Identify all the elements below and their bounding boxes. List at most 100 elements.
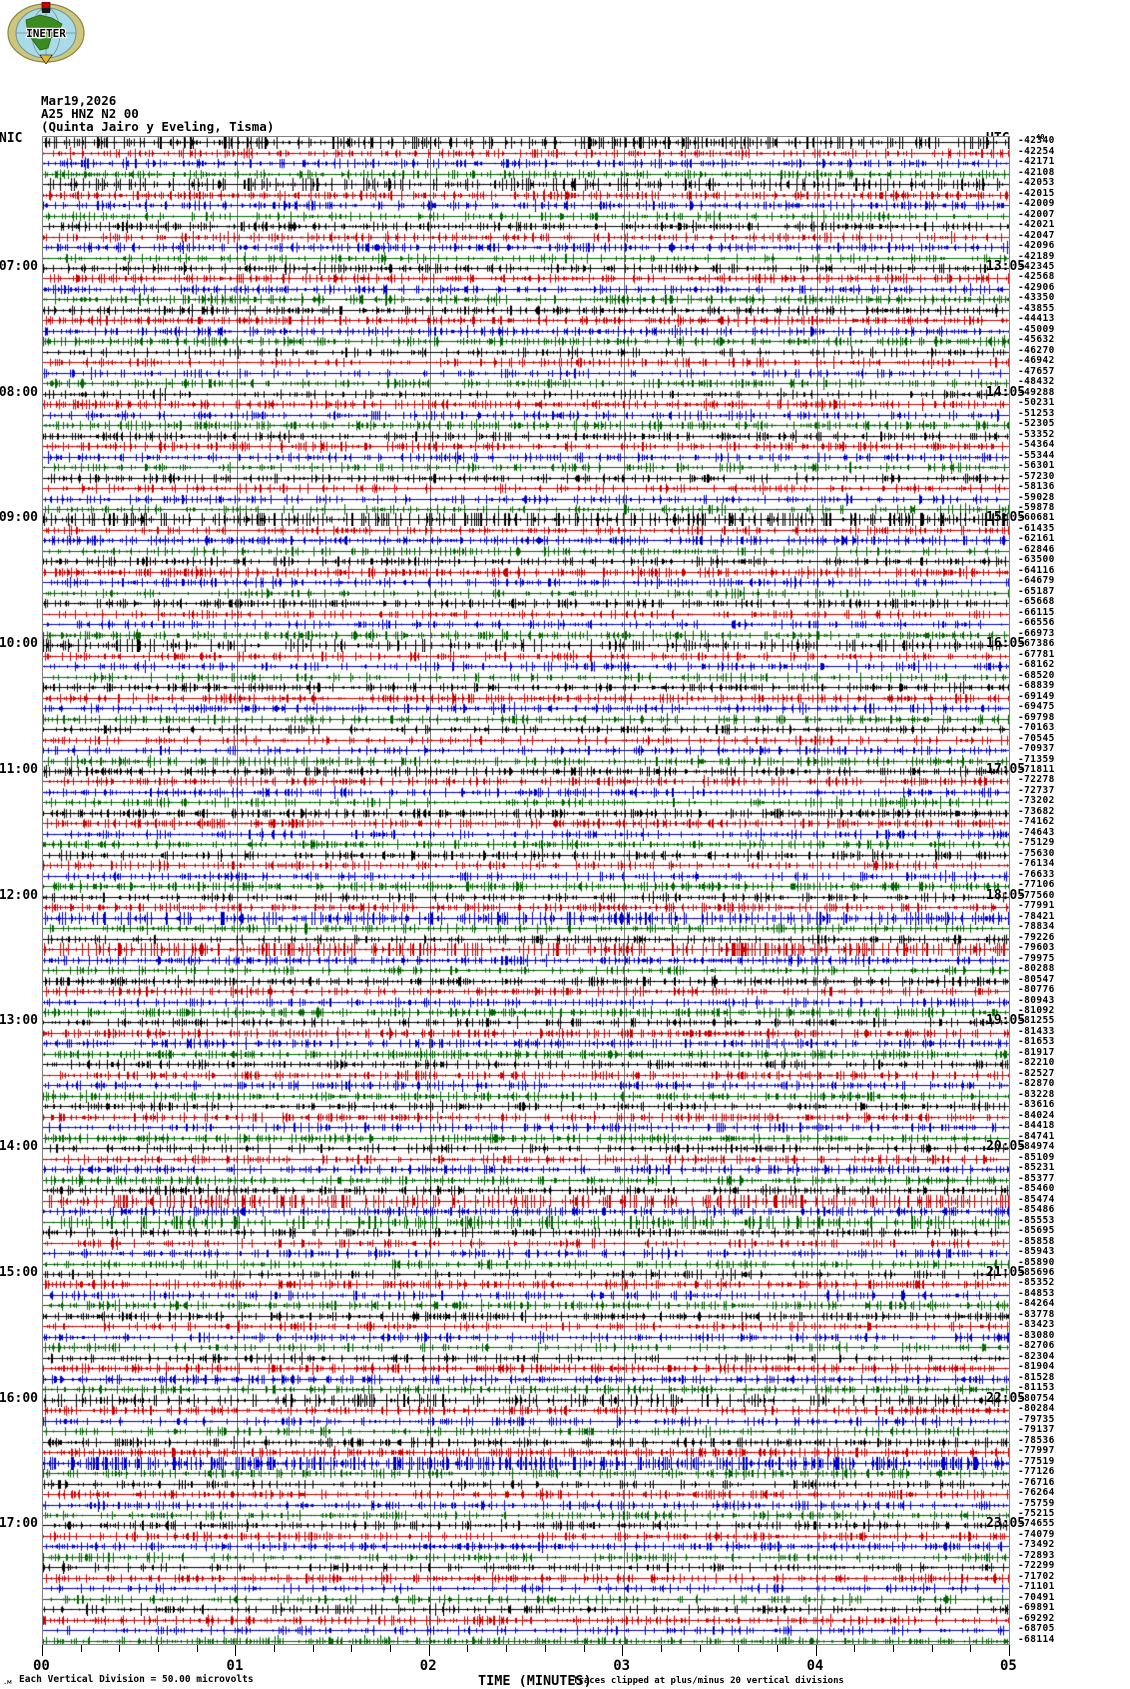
amplitude-value: -66973 [1018, 627, 1055, 639]
x-axis-major-tick [235, 1645, 236, 1656]
amplitude-value: -85695 [1018, 1225, 1055, 1237]
trace-row [43, 669, 1009, 684]
trace-row [43, 208, 1009, 223]
amplitude-value: -46942 [1018, 355, 1055, 367]
x-axis-minor-tick [932, 1645, 933, 1652]
trace-row [43, 910, 1009, 925]
amplitude-value: -71359 [1018, 753, 1055, 765]
amplitude-value: -74643 [1018, 826, 1055, 838]
trace-row [43, 1403, 1009, 1418]
trace-row [43, 879, 1009, 894]
amplitude-value: -69149 [1018, 690, 1055, 702]
trace-row [43, 1508, 1009, 1522]
amplitude-value: -42254 [1018, 145, 1055, 157]
amplitude-value: -44413 [1018, 313, 1055, 325]
trace-row [43, 418, 1009, 433]
trace-row [43, 1025, 1009, 1040]
amplitude-value: -71702 [1018, 1570, 1055, 1582]
trace-row [43, 1445, 1009, 1460]
amplitude-value: -85460 [1018, 1183, 1055, 1195]
amplitude-value: -69891 [1018, 1602, 1055, 1614]
trace-row [43, 1371, 1009, 1386]
amplitude-value: -74655 [1018, 1518, 1055, 1530]
trace-row [43, 1602, 1009, 1617]
x-axis-minor-tick [81, 1645, 82, 1652]
trace-row [43, 376, 1009, 391]
amplitude-value: -82706 [1018, 1340, 1055, 1352]
amplitude-value: -68705 [1018, 1623, 1055, 1635]
trace-row [43, 627, 1009, 642]
amplitude-value: -83778 [1018, 1308, 1055, 1320]
x-axis-minor-tick [545, 1645, 546, 1652]
trace-row [43, 481, 1009, 496]
trace-row [43, 250, 1009, 265]
amplitude-value: -79603 [1018, 942, 1055, 954]
hour-label-right-1505: 15:05 [986, 510, 1026, 526]
amplitude-value: -76264 [1018, 1487, 1055, 1499]
amplitude-value: -74162 [1018, 816, 1055, 828]
trace-row [43, 732, 1009, 747]
tiny-mark: .м [3, 1678, 12, 1686]
amplitude-value: -52305 [1018, 418, 1055, 430]
trace-row [43, 1633, 1009, 1644]
trace-row [43, 1340, 1009, 1355]
amplitude-value: -70163 [1018, 722, 1055, 734]
hour-label-left-1600: 16:00 [0, 1390, 38, 1406]
trace-row [43, 1266, 1009, 1281]
amplitude-value: -79735 [1018, 1413, 1055, 1425]
amplitude-value: -78834 [1018, 921, 1055, 933]
trace-row [43, 1518, 1009, 1533]
scale-note: Each Vertical Division = 50.00 microvolt… [19, 1674, 254, 1685]
trace-row [43, 1277, 1009, 1292]
hour-label-left-0800: 08:00 [0, 384, 38, 400]
trace-row [43, 638, 1009, 653]
trace-row [43, 1057, 1009, 1072]
trace-row [43, 1099, 1009, 1114]
trace-row [43, 1549, 1009, 1564]
svg-text:INETER: INETER [26, 27, 66, 40]
amplitude-value: -43855 [1018, 302, 1055, 314]
trace-row [43, 564, 1009, 579]
amplitude-value: -51253 [1018, 407, 1055, 419]
amplitude-value: -77997 [1018, 1445, 1055, 1457]
hour-label-left-1700: 17:00 [0, 1516, 38, 1532]
hour-label-right-1605: 16:05 [986, 636, 1026, 652]
amplitude-value: -78421 [1018, 910, 1055, 922]
left-timezone-label: NIC [0, 131, 23, 146]
trace-row [43, 198, 1009, 213]
ineter-logo: INETER [4, 1, 88, 65]
amplitude-value: -82304 [1018, 1350, 1055, 1362]
amplitude-value: -56301 [1018, 460, 1055, 472]
amplitude-value: -45009 [1018, 323, 1055, 335]
amplitude-value: -72299 [1018, 1560, 1055, 1572]
amplitude-value: -79975 [1018, 952, 1055, 964]
amplitude-value: -81904 [1018, 1361, 1055, 1373]
x-tick-label-05: 05 [1000, 1658, 1017, 1674]
amplitude-value: -61435 [1018, 522, 1055, 534]
trace-row [43, 1193, 1009, 1208]
helicorder-plot[interactable] [42, 136, 1010, 1645]
hour-label-left-1300: 13:00 [0, 1013, 38, 1029]
hour-label-left-1500: 15:00 [0, 1264, 38, 1280]
trace-row [43, 177, 1009, 192]
trace-row [43, 302, 1009, 317]
hour-label-left-1100: 11:00 [0, 761, 38, 777]
amplitude-value: -42009 [1018, 198, 1055, 210]
header-date: Mar19,2026 [41, 93, 117, 108]
trace-row [43, 1319, 1009, 1334]
amplitude-value: -60681 [1018, 512, 1055, 524]
amplitude-value: -42171 [1018, 156, 1055, 168]
amplitude-value: -79137 [1018, 1424, 1055, 1436]
trace-row [43, 711, 1009, 726]
amplitude-value: -77519 [1018, 1455, 1055, 1467]
amplitude-value: -71811 [1018, 763, 1055, 775]
trace-row [43, 984, 1009, 999]
trace-row [43, 680, 1009, 695]
amplitude-value: -76716 [1018, 1476, 1055, 1488]
trace-row [43, 690, 1009, 705]
amplitude-value: -66556 [1018, 617, 1055, 629]
amplitude-value: -58136 [1018, 481, 1055, 493]
amplitude-value: -85553 [1018, 1214, 1055, 1226]
amplitude-value: -62161 [1018, 533, 1055, 545]
amplitude-value: -85486 [1018, 1204, 1055, 1216]
